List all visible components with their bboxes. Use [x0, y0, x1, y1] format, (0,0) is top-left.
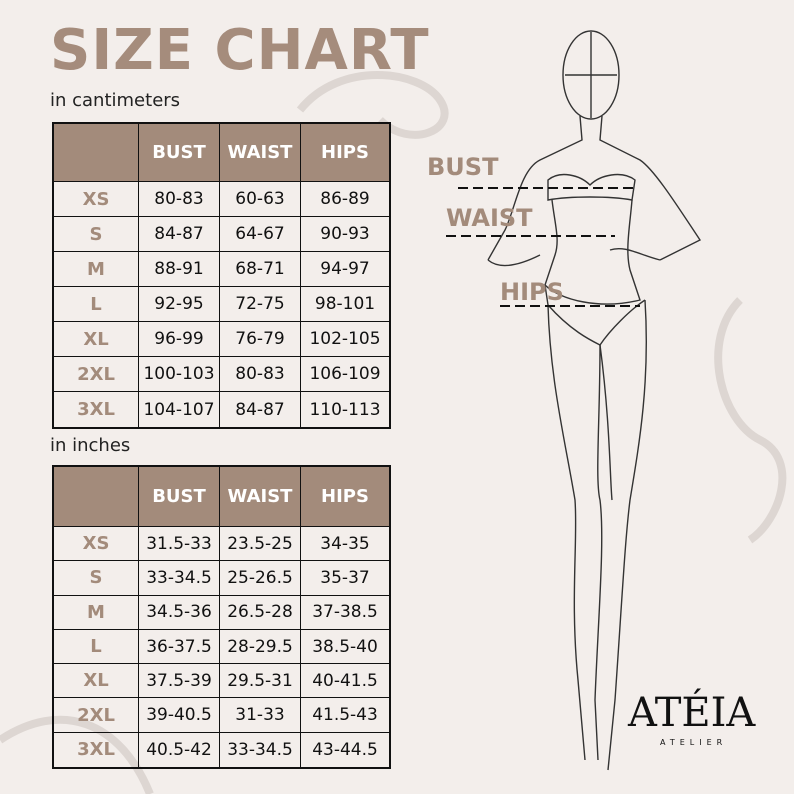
row-label: XL [54, 664, 139, 699]
size-cell: 31-33 [220, 698, 301, 733]
row-label: 2XL [54, 698, 139, 733]
row-label: L [54, 629, 139, 665]
header-cell: HIPS [301, 124, 389, 182]
size-cell: 104-107 [139, 392, 220, 427]
size-cell: 28-29.5 [220, 629, 301, 665]
size-cell: 64-67 [220, 217, 301, 252]
size-cell: 25-26.5 [220, 561, 301, 596]
size-cell: 94-97 [301, 252, 389, 287]
header-cell [54, 467, 139, 527]
size-cell: 110-113 [309, 399, 381, 420]
row-label: L [54, 287, 139, 322]
size-cell: 106-109 [301, 357, 389, 392]
figure-label: WAIST [446, 204, 533, 232]
header-cell: WAIST [220, 467, 301, 527]
header-cell: HIPS [301, 467, 389, 527]
size-cell: 38.5-40 [301, 630, 389, 665]
figure-label: HIPS [500, 278, 564, 306]
row-label: 2XL [54, 357, 139, 392]
size-cell: 33-34.5 [220, 732, 301, 768]
size-cell: 60-63 [220, 182, 301, 217]
size-cell: 90-93 [301, 217, 389, 252]
size-table: BUST WAIST HIPS XS 31.5-33 23.5-25 34-35 S 33-34… [52, 465, 391, 770]
size-cell: 26.5-28 [220, 595, 301, 630]
header-cell: BUST [139, 467, 220, 527]
brand-tagline: ATELIER [660, 738, 728, 747]
header-cell [54, 124, 139, 182]
figure-label: BUST [427, 153, 499, 181]
size-cell: 43-44.5 [312, 739, 378, 760]
row-label: S [54, 561, 139, 596]
row-label: XL [54, 322, 139, 357]
size-cell: 37-38.5 [301, 596, 389, 630]
size-cell: 40.5-42 [139, 732, 220, 768]
row-label: XS [54, 527, 139, 562]
size-cell: 34.5-36 [139, 595, 220, 630]
size-cell: 80-83 [139, 182, 220, 217]
row-label: XS [54, 182, 139, 217]
row-label: M [54, 595, 139, 630]
header-cell: BUST [139, 124, 220, 182]
brand-name: ATÉIA [628, 690, 756, 736]
table-caption: in inches [50, 435, 131, 456]
size-cell: 29.5-31 [220, 664, 301, 699]
size-cell: 84-87 [139, 217, 220, 252]
table-caption: in cantimeters [50, 90, 181, 111]
size-cell: 35-37 [301, 561, 389, 596]
size-cell: 100-103 [139, 357, 220, 392]
size-cell: 36-37.5 [139, 629, 220, 665]
row-label: M [54, 252, 139, 287]
size-cell: 37.5-39 [139, 664, 220, 699]
size-cell: 96-99 [139, 322, 220, 357]
size-cell: 102-105 [301, 322, 389, 357]
size-cell: 92-95 [139, 287, 220, 322]
size-cell: 33-34.5 [139, 561, 220, 596]
header-cell: WAIST [220, 124, 301, 182]
size-cell: 84-87 [220, 392, 301, 427]
size-cell: 39-40.5 [139, 698, 220, 733]
row-label: 3XL [54, 392, 139, 427]
size-cell: 98-101 [301, 287, 389, 322]
size-cell: 72-75 [220, 287, 301, 322]
size-cell: 34-35 [301, 527, 389, 562]
size-cell: 86-89 [301, 182, 389, 217]
row-label: S [54, 217, 139, 252]
row-label: 3XL [54, 732, 139, 768]
size-cell: 23.5-25 [220, 527, 301, 562]
size-cell: 80-83 [220, 357, 301, 392]
size-cell: 76-79 [220, 322, 301, 357]
size-cell: 88-91 [139, 252, 220, 287]
size-cell: 68-71 [220, 252, 301, 287]
size-cell: 40-41.5 [301, 664, 389, 699]
title: SIZE CHART [50, 18, 430, 83]
size-cell: 41.5-43 [301, 698, 389, 733]
size-cell: 31.5-33 [139, 527, 220, 562]
size-table: BUST WAIST HIPS XS 80-83 60-63 86-89 S 84-87 64-6… [52, 122, 391, 429]
